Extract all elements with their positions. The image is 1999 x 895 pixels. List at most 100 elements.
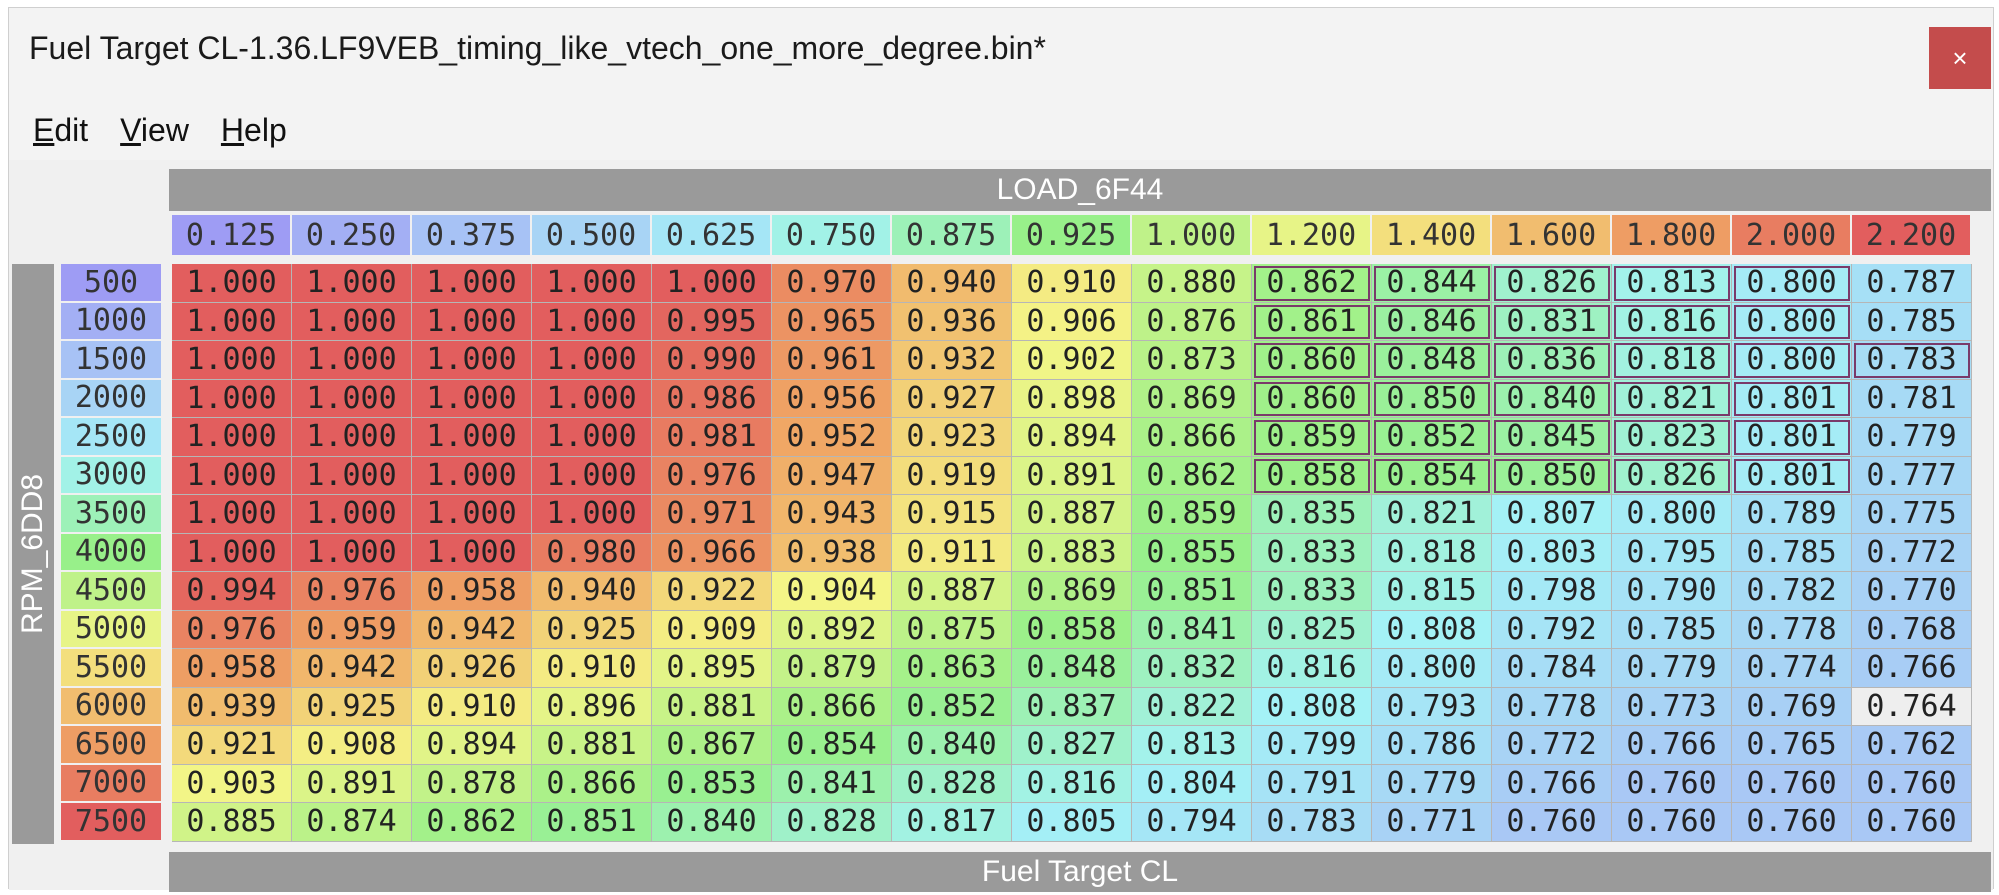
table-cell[interactable]: 0.910: [412, 687, 532, 726]
table-cell[interactable]: 0.813: [1132, 726, 1252, 765]
table-cell[interactable]: 0.778: [1492, 687, 1612, 726]
table-cell[interactable]: 0.862: [412, 803, 532, 842]
table-cell[interactable]: 0.840: [652, 803, 772, 842]
row-header[interactable]: 1500: [61, 341, 161, 380]
table-cell[interactable]: 0.854: [1372, 456, 1492, 495]
table-cell[interactable]: 0.760: [1492, 803, 1612, 842]
table-cell[interactable]: 0.862: [1252, 264, 1372, 303]
table-cell[interactable]: 0.895: [652, 649, 772, 688]
table-cell[interactable]: 0.833: [1252, 572, 1372, 611]
table-cell[interactable]: 1.000: [292, 418, 412, 457]
table-cell[interactable]: 0.994: [172, 572, 292, 611]
table-cell[interactable]: 0.844: [1372, 264, 1492, 303]
table-cell[interactable]: 0.875: [892, 610, 1012, 649]
table-cell[interactable]: 0.835: [1252, 495, 1372, 534]
table-cell[interactable]: 0.887: [892, 572, 1012, 611]
table-cell[interactable]: 1.000: [292, 495, 412, 534]
table-cell[interactable]: 0.828: [772, 803, 892, 842]
table-cell[interactable]: 0.805: [1012, 803, 1132, 842]
column-header[interactable]: 0.250: [292, 215, 412, 255]
table-cell[interactable]: 0.986: [652, 379, 772, 418]
table-cell[interactable]: 1.000: [292, 302, 412, 341]
table-cell[interactable]: 0.850: [1372, 379, 1492, 418]
table-cell[interactable]: 0.768: [1852, 610, 1972, 649]
table-cell[interactable]: 0.840: [892, 726, 1012, 765]
table-cell[interactable]: 0.779: [1852, 418, 1972, 457]
table-cell[interactable]: 0.867: [652, 726, 772, 765]
table-cell[interactable]: 0.774: [1732, 649, 1852, 688]
table-cell[interactable]: 0.816: [1012, 764, 1132, 803]
table-cell[interactable]: 0.863: [892, 649, 1012, 688]
table-cell[interactable]: 0.840: [1492, 379, 1612, 418]
table-cell[interactable]: 0.832: [1132, 649, 1252, 688]
table-cell[interactable]: 0.850: [1492, 456, 1612, 495]
table-cell[interactable]: 0.791: [1252, 764, 1372, 803]
table-cell[interactable]: 0.784: [1492, 649, 1612, 688]
table-cell[interactable]: 0.902: [1012, 341, 1132, 380]
table-cell[interactable]: 0.859: [1252, 418, 1372, 457]
table-cell[interactable]: 0.869: [1012, 572, 1132, 611]
table-cell[interactable]: 0.885: [172, 803, 292, 842]
table-cell[interactable]: 0.940: [532, 572, 652, 611]
table-cell[interactable]: 0.773: [1612, 687, 1732, 726]
table-cell[interactable]: 0.800: [1612, 495, 1732, 534]
table-cell[interactable]: 1.000: [292, 533, 412, 572]
column-header[interactable]: 1.400: [1372, 215, 1492, 255]
table-cell[interactable]: 0.848: [1012, 649, 1132, 688]
table-cell[interactable]: 0.903: [172, 764, 292, 803]
column-header[interactable]: 0.375: [412, 215, 532, 255]
table-cell[interactable]: 0.801: [1732, 379, 1852, 418]
table-cell[interactable]: 1.000: [532, 302, 652, 341]
table-cell[interactable]: 0.772: [1492, 726, 1612, 765]
table-cell[interactable]: 0.976: [172, 610, 292, 649]
table-cell[interactable]: 0.760: [1852, 764, 1972, 803]
table-cell[interactable]: 0.771: [1372, 803, 1492, 842]
table-cell[interactable]: 0.795: [1612, 533, 1732, 572]
table-cell[interactable]: 0.798: [1492, 572, 1612, 611]
table-cell[interactable]: 0.866: [1132, 418, 1252, 457]
table-cell[interactable]: 0.821: [1612, 379, 1732, 418]
table-cell[interactable]: 0.958: [172, 649, 292, 688]
table-cell[interactable]: 0.961: [772, 341, 892, 380]
table-cell[interactable]: 0.815: [1372, 572, 1492, 611]
table-cell[interactable]: 0.940: [892, 264, 1012, 303]
table-cell[interactable]: 1.000: [652, 264, 772, 303]
row-header[interactable]: 1000: [61, 302, 161, 341]
table-cell[interactable]: 0.911: [892, 533, 1012, 572]
table-cell[interactable]: 0.765: [1732, 726, 1852, 765]
table-cell[interactable]: 0.981: [652, 418, 772, 457]
table-cell[interactable]: 0.860: [1252, 379, 1372, 418]
table-cell[interactable]: 0.858: [1252, 456, 1372, 495]
table-cell[interactable]: 0.826: [1612, 456, 1732, 495]
table-cell[interactable]: 0.841: [1132, 610, 1252, 649]
table-cell[interactable]: 0.800: [1732, 341, 1852, 380]
menu-help[interactable]: Help: [221, 112, 287, 149]
table-cell[interactable]: 0.880: [1132, 264, 1252, 303]
table-cell[interactable]: 0.783: [1252, 803, 1372, 842]
table-cell[interactable]: 0.828: [892, 764, 1012, 803]
table-cell[interactable]: 0.781: [1852, 379, 1972, 418]
row-header[interactable]: 5000: [61, 610, 161, 649]
table-cell[interactable]: 0.800: [1732, 302, 1852, 341]
row-header[interactable]: 3000: [61, 456, 161, 495]
table-cell[interactable]: 0.878: [412, 764, 532, 803]
table-cell[interactable]: 1.000: [172, 379, 292, 418]
table-cell[interactable]: 0.852: [1372, 418, 1492, 457]
table-cell[interactable]: 0.887: [1012, 495, 1132, 534]
table-cell[interactable]: 0.845: [1492, 418, 1612, 457]
table-cell[interactable]: 1.000: [412, 341, 532, 380]
table-cell[interactable]: 0.822: [1132, 687, 1252, 726]
table-cell[interactable]: 1.000: [532, 264, 652, 303]
table-cell[interactable]: 0.785: [1852, 302, 1972, 341]
table-cell[interactable]: 0.939: [172, 687, 292, 726]
table-cell[interactable]: 0.816: [1612, 302, 1732, 341]
table-cell[interactable]: 0.846: [1372, 302, 1492, 341]
table-cell[interactable]: 0.874: [292, 803, 412, 842]
table-cell[interactable]: 0.922: [652, 572, 772, 611]
column-header[interactable]: 0.625: [652, 215, 772, 255]
table-cell[interactable]: 0.976: [652, 456, 772, 495]
table-cell[interactable]: 0.942: [412, 610, 532, 649]
table-cell[interactable]: 0.766: [1492, 764, 1612, 803]
table-cell[interactable]: 0.762: [1852, 726, 1972, 765]
table-cell[interactable]: 0.801: [1732, 456, 1852, 495]
